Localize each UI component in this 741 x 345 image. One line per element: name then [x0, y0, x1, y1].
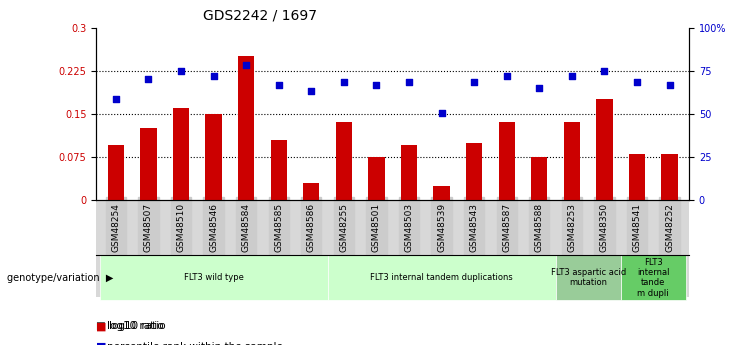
Point [305, 88, 317, 93]
Bar [499, 122, 515, 200]
Text: ■: ■ [96, 342, 107, 345]
Point [468, 79, 480, 85]
Text: genotype/variation  ▶: genotype/variation ▶ [7, 273, 114, 283]
Bar [564, 122, 580, 200]
Bar [531, 157, 548, 200]
Bar [140, 128, 156, 200]
Point [599, 68, 611, 73]
Text: ■ log10 ratio: ■ log10 ratio [96, 321, 166, 331]
Bar [629, 154, 645, 200]
Bar [401, 146, 417, 200]
Bar [597, 99, 613, 200]
Point [534, 85, 545, 91]
Text: ■: ■ [96, 321, 107, 331]
Bar [433, 186, 450, 200]
Bar [662, 154, 678, 200]
Point [566, 74, 578, 79]
Text: FLT3
internal
tande
m dupli: FLT3 internal tande m dupli [637, 258, 670, 298]
Text: FLT3 internal tandem duplications: FLT3 internal tandem duplications [370, 273, 513, 282]
Bar [336, 122, 352, 200]
Point [631, 79, 643, 85]
Text: log10 ratio: log10 ratio [107, 321, 164, 331]
Text: FLT3 wild type: FLT3 wild type [184, 273, 244, 282]
Text: percentile rank within the sample: percentile rank within the sample [107, 342, 283, 345]
Point [338, 79, 350, 85]
Bar [107, 146, 124, 200]
Point [273, 82, 285, 88]
Point [370, 82, 382, 88]
Bar [173, 108, 189, 200]
Point [403, 79, 415, 85]
Point [240, 62, 252, 68]
Point [207, 74, 219, 79]
Text: FLT3 aspartic acid
mutation: FLT3 aspartic acid mutation [551, 268, 626, 287]
Point [110, 97, 122, 102]
Bar [368, 157, 385, 200]
Point [501, 74, 513, 79]
Bar [466, 142, 482, 200]
Point [436, 110, 448, 116]
Point [142, 77, 154, 82]
Text: GDS2242 / 1697: GDS2242 / 1697 [203, 8, 317, 22]
Bar [303, 183, 319, 200]
Point [175, 68, 187, 73]
Bar [238, 56, 254, 200]
Bar [205, 114, 222, 200]
Bar [270, 140, 287, 200]
Point [664, 82, 676, 88]
